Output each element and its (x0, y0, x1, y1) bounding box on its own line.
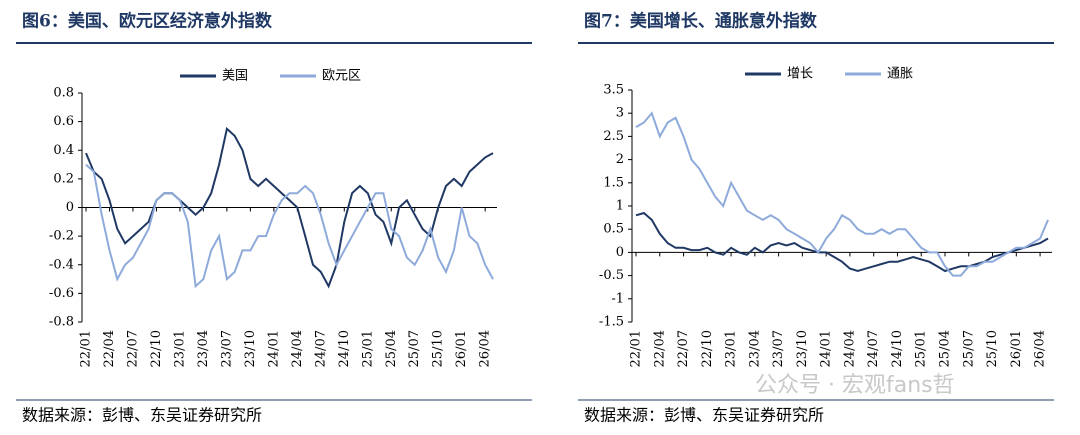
x-tick-label: 26/01 (1009, 330, 1024, 367)
y-tick-label: 3.5 (603, 83, 624, 98)
legend-label: 欧元区 (322, 69, 361, 84)
chart-title: 图7：美国增长、通胀意外指数 (584, 11, 818, 32)
x-tick-label: 25/07 (407, 330, 422, 367)
x-tick-label: 23/04 (196, 330, 211, 367)
x-tick-label: 24/01 (819, 330, 834, 367)
x-tick-label: 24/01 (266, 330, 281, 367)
y-tick-label: -0.4 (49, 257, 74, 272)
series-line (635, 111, 1049, 277)
y-tick-label: 1 (616, 199, 624, 214)
x-tick-label: 25/04 (938, 330, 953, 367)
legend-label: 美国 (222, 69, 248, 84)
x-tick-label: 22/04 (102, 330, 117, 367)
x-tick-label: 22/07 (125, 330, 140, 367)
y-tick-label: 0 (616, 245, 624, 260)
y-tick-label: 0.8 (53, 86, 74, 101)
x-tick-label: 25/10 (985, 330, 1000, 367)
x-tick-label: 24/07 (866, 330, 881, 367)
y-tick-label: 0.6 (53, 114, 74, 129)
x-tick-label: 24/10 (890, 330, 905, 367)
y-tick-label: -1.5 (599, 315, 624, 330)
legend-label: 增长 (787, 67, 813, 82)
y-tick-label: 2 (616, 152, 624, 167)
x-tick-label: 26/04 (1033, 330, 1048, 367)
x-tick-label: 23/01 (724, 330, 739, 367)
x-tick-label: 24/10 (337, 330, 352, 367)
x-tick-label: 23/04 (747, 330, 762, 367)
y-tick-label: 1.5 (603, 175, 624, 190)
x-tick-label: 22/04 (652, 330, 667, 367)
chart-title: 图6：美国、欧元区经济意外指数 (22, 11, 273, 32)
x-tick-label: 26/01 (454, 330, 469, 367)
y-tick-label: -0.2 (49, 229, 74, 244)
y-tick-label: -0.6 (49, 286, 74, 301)
y-tick-label: -0.8 (49, 315, 74, 330)
watermark: 公众号 · 宏观fans哲 (755, 373, 955, 398)
y-tick-label: 0.2 (53, 171, 74, 186)
x-tick-label: 25/04 (384, 330, 399, 367)
y-tick-label: 3 (616, 106, 624, 121)
x-tick-label: 22/01 (629, 330, 644, 367)
source-note: 数据来源：彭博、东吴证券研究所 (584, 406, 824, 425)
legend-label: 通胀 (887, 67, 913, 82)
x-tick-label: 23/07 (771, 330, 786, 367)
y-tick-label: -0.5 (599, 268, 624, 283)
x-tick-label: 23/10 (795, 330, 810, 367)
series-line (85, 163, 494, 289)
x-tick-label: 25/01 (360, 330, 375, 367)
x-tick-label: 22/10 (700, 330, 715, 367)
x-tick-label: 23/01 (172, 330, 187, 367)
x-tick-label: 23/07 (219, 330, 234, 367)
series-line (635, 211, 1049, 273)
x-tick-label: 23/10 (243, 330, 258, 367)
x-tick-label: 24/07 (313, 330, 328, 367)
x-tick-label: 22/01 (79, 330, 94, 367)
x-tick-label: 24/04 (842, 330, 857, 367)
x-tick-label: 25/07 (961, 330, 976, 367)
x-tick-label: 22/10 (149, 330, 164, 367)
x-tick-label: 22/07 (676, 330, 691, 367)
y-tick-label: 0 (66, 200, 74, 215)
y-tick-label: 0.4 (53, 143, 74, 158)
x-tick-label: 25/01 (914, 330, 929, 367)
x-tick-label: 25/10 (431, 330, 446, 367)
y-tick-label: 2.5 (603, 129, 624, 144)
y-tick-label: 0.5 (603, 222, 624, 237)
source-note: 数据来源：彭博、东吴证券研究所 (22, 406, 262, 425)
y-tick-label: -1 (611, 291, 624, 306)
x-tick-label: 24/04 (290, 330, 305, 367)
x-tick-label: 26/04 (478, 330, 493, 367)
